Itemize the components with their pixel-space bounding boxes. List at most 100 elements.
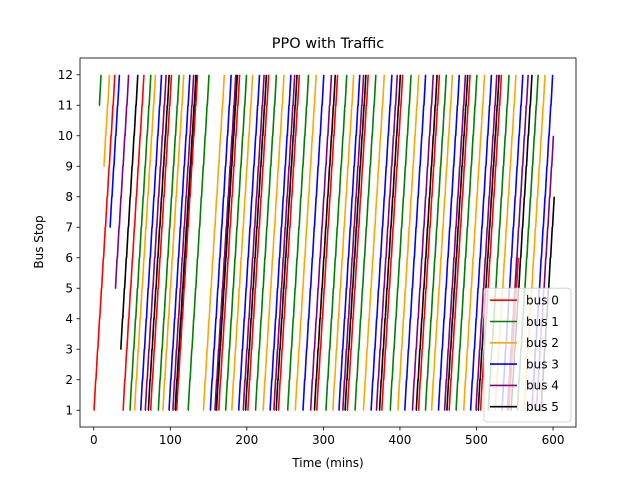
series-line-trip xyxy=(469,74,493,412)
series-line-trip xyxy=(157,74,180,412)
legend-entry-label: bus 0 xyxy=(526,294,559,308)
series-line-trip xyxy=(294,74,317,412)
series-line-trip xyxy=(275,74,298,412)
series-line-trip xyxy=(242,74,265,412)
y-tick-label: 2 xyxy=(65,373,73,387)
series-line-trip xyxy=(254,74,278,412)
x-tick-label: 0 xyxy=(90,433,98,447)
series-line-trip xyxy=(262,74,285,412)
x-axis: 0 100 200 300 400 500 600 xyxy=(90,427,565,447)
x-tick-label: 400 xyxy=(388,433,411,447)
series-line-trip xyxy=(147,74,170,412)
series-line-trip xyxy=(273,74,296,412)
series-line-trip xyxy=(309,74,333,412)
legend-entry-label: bus 3 xyxy=(526,357,559,371)
series-line-trip xyxy=(354,74,377,412)
series-line-trip xyxy=(475,74,498,412)
series-line-trip xyxy=(344,74,367,412)
series-line-trip xyxy=(446,74,469,412)
series-line-trip xyxy=(375,74,399,412)
series-line-trip xyxy=(424,74,448,412)
series-line-trip xyxy=(269,74,292,412)
series-line-trip xyxy=(174,74,197,412)
y-tick-label: 9 xyxy=(65,160,73,174)
series-line-trip xyxy=(175,74,199,412)
series-line-trip xyxy=(144,74,167,412)
plot-frame xyxy=(79,57,577,428)
series-line-trip xyxy=(114,74,130,290)
series-line-trip xyxy=(109,74,121,229)
y-tick-label: 12 xyxy=(58,68,73,82)
series-line-trip xyxy=(411,74,435,412)
series-line-trip xyxy=(122,74,145,412)
series-line-trip xyxy=(129,74,152,412)
series-line-trip xyxy=(397,74,420,412)
series-line-trip xyxy=(286,74,310,412)
y-tick-label: 7 xyxy=(65,221,73,235)
legend-entry-label: bus 2 xyxy=(526,336,559,350)
series-line-trip xyxy=(214,74,237,412)
chart-title: PPO with Traffic xyxy=(272,36,384,52)
series-line-trip xyxy=(149,74,173,412)
series-line-trip xyxy=(378,74,402,412)
series-line-trip xyxy=(346,74,369,412)
series-line-trip xyxy=(215,74,239,412)
legend-entry-label: bus 4 xyxy=(526,379,559,393)
series-line-trip xyxy=(237,74,261,412)
legend: bus 0 bus 1 bus 2 bus 3 bus 4 bus 5 xyxy=(483,287,572,423)
series-line-trip xyxy=(437,74,461,412)
series-line-trip xyxy=(302,74,325,412)
series-line-trip xyxy=(415,74,438,412)
series-line-trip xyxy=(389,74,412,412)
series-line-trip xyxy=(462,74,486,412)
x-tick-label: 500 xyxy=(465,433,488,447)
legend-entry-label: bus 1 xyxy=(526,315,559,329)
series-line-trip xyxy=(162,74,185,412)
series-line-trip xyxy=(332,74,355,412)
series-line-trip xyxy=(103,74,111,168)
series-line-trip xyxy=(448,74,471,412)
series-line-trip xyxy=(224,74,248,412)
series-line-trip xyxy=(477,74,500,412)
series-line-trip xyxy=(315,74,339,412)
series-line-trip xyxy=(93,74,116,412)
series-line-trip xyxy=(404,74,427,412)
series-line-trip xyxy=(313,74,337,412)
series-line-trip xyxy=(133,74,157,412)
x-tick-label: 300 xyxy=(312,433,335,447)
series-line-trip xyxy=(362,74,386,412)
series-layer xyxy=(93,74,555,412)
y-tick-label: 6 xyxy=(65,251,73,265)
series-line-trip xyxy=(342,74,365,412)
legend-entry-label: bus 5 xyxy=(526,400,559,414)
series-line-trip xyxy=(218,74,241,412)
y-axis-label: Bus Stop xyxy=(32,215,46,268)
y-tick-label: 1 xyxy=(65,404,73,418)
y-tick-label: 4 xyxy=(65,312,73,326)
series-line-trip xyxy=(244,74,268,412)
series-line-trip xyxy=(325,74,348,412)
series-line-trip xyxy=(231,74,254,412)
series-line-trip xyxy=(430,74,454,412)
series-line-trip xyxy=(168,74,191,412)
y-tick-label: 3 xyxy=(65,343,73,357)
series-line-trip xyxy=(120,74,139,351)
y-tick-label: 11 xyxy=(58,99,73,113)
series-line-trip xyxy=(139,74,163,412)
series-line-trip xyxy=(277,74,301,412)
series-line-trip xyxy=(98,74,102,107)
series-line-trip xyxy=(455,74,478,412)
series-line-trip xyxy=(338,74,361,412)
series-line-trip xyxy=(443,74,467,412)
series-line-trip xyxy=(381,74,404,412)
series-line-trip xyxy=(247,74,270,412)
series-line-trip xyxy=(209,74,232,412)
series-line-trip xyxy=(172,74,195,412)
x-tick-label: 100 xyxy=(159,433,182,447)
y-tick-label: 10 xyxy=(58,129,73,143)
y-tick-label: 5 xyxy=(65,282,73,296)
x-axis-label: Time (mins) xyxy=(291,456,363,470)
x-tick-label: 600 xyxy=(542,433,565,447)
